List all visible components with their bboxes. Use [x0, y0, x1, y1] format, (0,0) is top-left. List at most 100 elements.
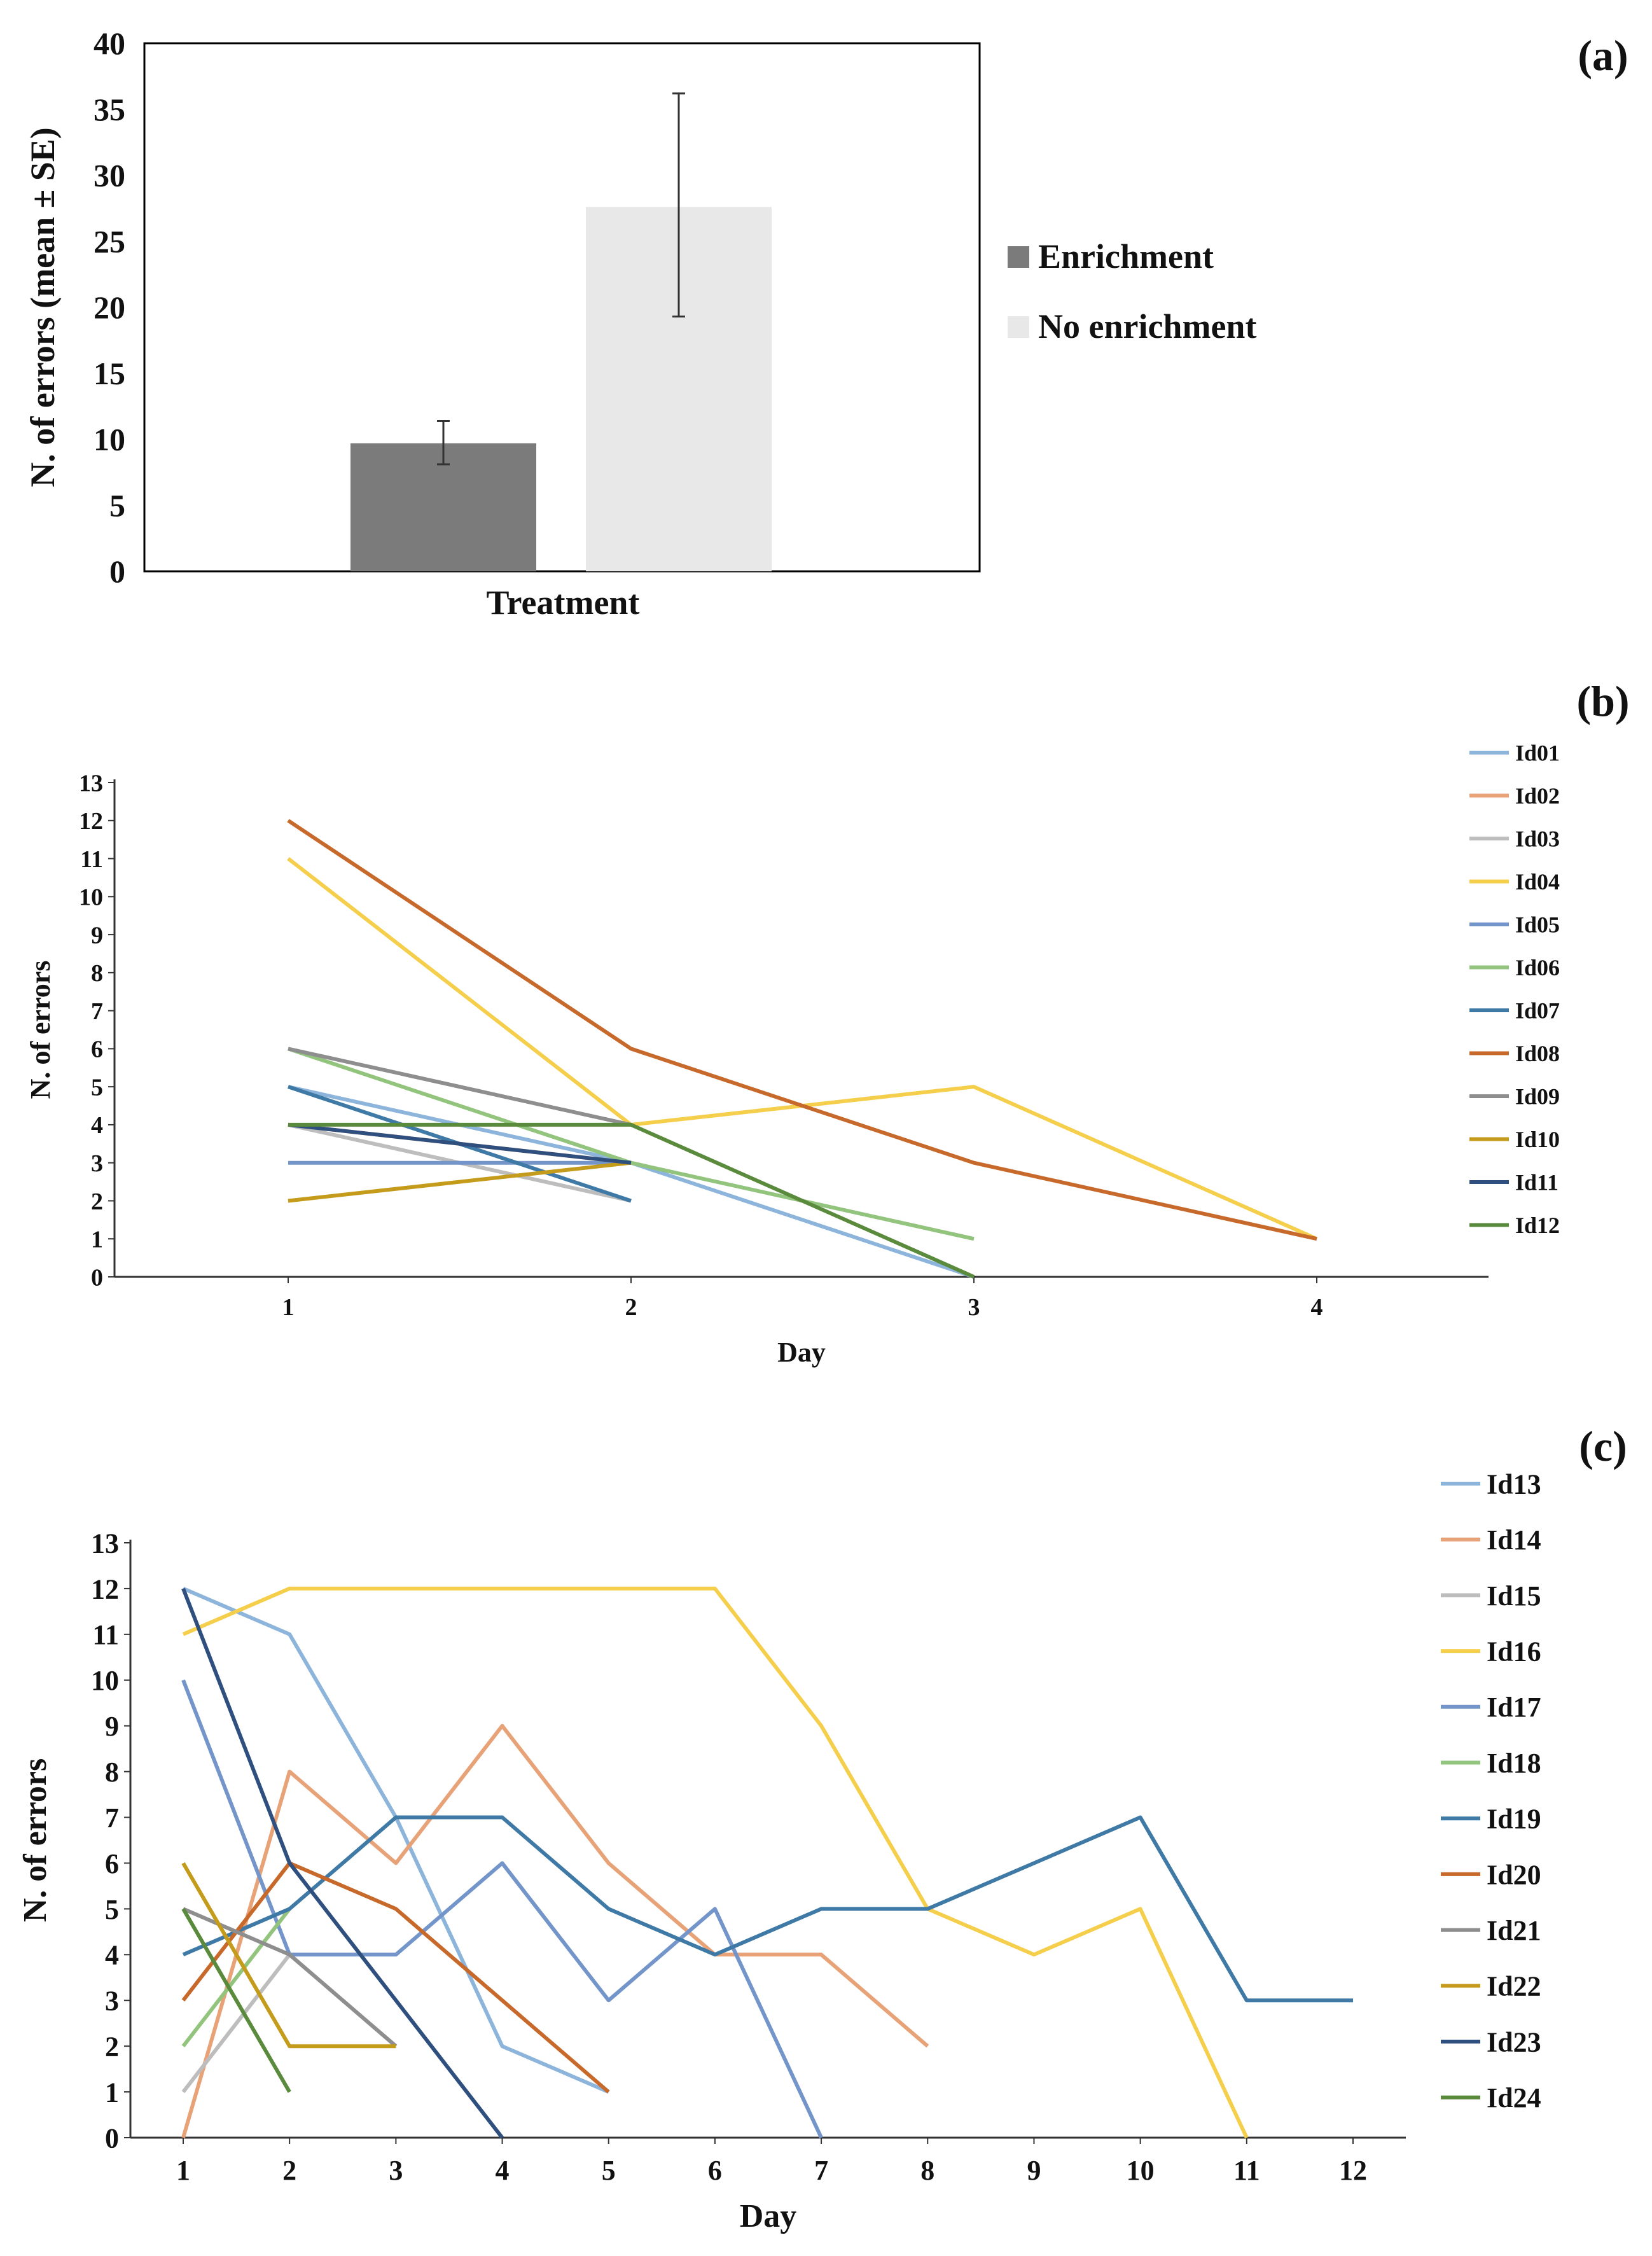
- series-line-id14: [181, 1723, 929, 2138]
- y-tick-label-c: 7: [105, 1802, 119, 1834]
- y-tick-label-c: 6: [105, 1848, 119, 1879]
- y-tick-label-c: 12: [91, 1573, 119, 1605]
- legend-label: Id15: [1487, 1580, 1541, 1612]
- series-line-id20: [181, 1861, 610, 2094]
- legend-swatch: [1008, 316, 1029, 338]
- y-tick-label-a: 30: [94, 158, 125, 193]
- y-tick-label-c: 8: [105, 1757, 119, 1788]
- series-line-id19: [182, 1815, 1353, 2003]
- y-tick-label-b: 7: [91, 998, 103, 1025]
- x-axis-title-c: Day: [740, 2198, 797, 2234]
- legend-label: Id23: [1487, 2026, 1541, 2058]
- series-line-id23: [181, 1587, 504, 2139]
- y-tick-label-c: 0: [105, 2122, 119, 2154]
- x-tick-label-c: 6: [708, 2155, 722, 2186]
- x-tick-label-c: 5: [602, 2155, 616, 2186]
- y-tick-label-b: 8: [91, 960, 103, 987]
- legend-label: Id10: [1515, 1127, 1560, 1152]
- y-tick-label-c: 1: [105, 2077, 119, 2108]
- legend-label: Id22: [1487, 1971, 1541, 2002]
- plot-frame-a: [143, 42, 981, 573]
- series-line-id12: [288, 1122, 975, 1279]
- series-line-id06: [288, 1047, 975, 1241]
- y-tick-label-b: 5: [91, 1074, 103, 1101]
- series-line-id08: [287, 819, 1317, 1241]
- legend-label: Id11: [1515, 1170, 1558, 1195]
- y-tick-label-a: 5: [109, 487, 125, 523]
- legend-label: Id19: [1487, 1804, 1541, 1835]
- x-tick-label-b: 4: [1311, 1294, 1323, 1321]
- y-tick-label-b: 11: [80, 846, 103, 873]
- series-line-id18: [181, 1907, 291, 2048]
- x-tick-label-c: 4: [496, 2155, 510, 2186]
- y-tick-label-a: 20: [94, 289, 125, 325]
- y-tick-label-b: 6: [91, 1036, 103, 1063]
- y-tick-label-c: 11: [92, 1619, 119, 1650]
- y-tick-label-a: 35: [94, 92, 125, 127]
- y-axis-title-c: N. of errors: [17, 1758, 53, 1923]
- y-tick-label-b: 3: [91, 1150, 103, 1177]
- x-tick-label-c: 1: [176, 2155, 190, 2186]
- series-line-id22: [181, 1862, 396, 2049]
- legend-label: Id13: [1487, 1468, 1541, 1500]
- y-tick-label-c: 4: [105, 1940, 119, 1971]
- y-tick-label-b: 0: [91, 1264, 103, 1291]
- legend-label: Id03: [1515, 826, 1560, 852]
- legend-label: Id06: [1515, 955, 1560, 980]
- legend-label: Id24: [1487, 2082, 1541, 2113]
- panel-label-b: (b): [1576, 677, 1629, 725]
- series-line-id09: [288, 1047, 632, 1127]
- legend-label: Id12: [1515, 1213, 1560, 1238]
- legend-label: Id02: [1515, 783, 1560, 809]
- series-line-id04: [287, 857, 1318, 1241]
- y-tick-label-b: 2: [91, 1188, 103, 1215]
- legend-label: Id04: [1515, 869, 1560, 895]
- series-line-id01: [288, 1085, 975, 1279]
- x-tick-label-b: 1: [282, 1294, 295, 1321]
- legend-label: Id09: [1515, 1084, 1560, 1110]
- x-tick-label-c: 8: [920, 2155, 934, 2186]
- x-tick-label-c: 2: [282, 2155, 296, 2186]
- legend-label: Id20: [1487, 1859, 1541, 1890]
- x-tick-label-c: 7: [814, 2155, 828, 2186]
- y-tick-label-a: 25: [94, 223, 125, 259]
- legend-label: Id01: [1515, 741, 1560, 766]
- y-tick-label-c: 2: [105, 2031, 119, 2063]
- series-line-id11: [288, 1122, 632, 1165]
- legend-label: Enrichment: [1038, 237, 1214, 275]
- y-tick-label-c: 3: [105, 1986, 119, 2017]
- legend-label: Id14: [1487, 1524, 1541, 1556]
- series-line-id17: [181, 1679, 823, 2139]
- legend-label: Id17: [1487, 1692, 1541, 1723]
- x-axis-title-b: Day: [777, 1337, 826, 1368]
- y-tick-label-c: 13: [91, 1528, 119, 1559]
- x-tick-label-c: 11: [1233, 2155, 1260, 2186]
- y-tick-label-a: 40: [94, 25, 125, 61]
- legend-label: Id18: [1487, 1748, 1541, 1779]
- series-line-id24: [181, 1907, 291, 2093]
- legend-label: Id08: [1515, 1041, 1560, 1066]
- x-tick-label-b: 2: [625, 1294, 637, 1321]
- y-tick-label-b: 12: [79, 808, 103, 835]
- y-tick-label-a: 0: [109, 554, 125, 589]
- y-axis-title-b: N. of errors: [25, 961, 56, 1099]
- x-tick-label-c: 3: [389, 2155, 403, 2186]
- y-tick-label-b: 1: [91, 1227, 103, 1253]
- panel-label-c: (c): [1579, 1422, 1627, 1470]
- panel-label-a: (a): [1578, 31, 1628, 80]
- legend-label: Id07: [1515, 998, 1560, 1024]
- x-tick-label-c: 10: [1127, 2155, 1155, 2186]
- y-tick-label-c: 10: [91, 1665, 119, 1696]
- x-tick-label-c: 12: [1339, 2155, 1367, 2186]
- legend-label: Id21: [1487, 1915, 1541, 1946]
- y-tick-label-a: 10: [94, 422, 125, 457]
- legend-swatch: [1008, 246, 1029, 268]
- y-tick-label-b: 13: [79, 770, 103, 797]
- y-tick-label-c: 5: [105, 1894, 119, 1925]
- x-tick-label-c: 9: [1027, 2155, 1041, 2186]
- legend-label: Id16: [1487, 1636, 1541, 1668]
- y-tick-label-b: 4: [91, 1112, 103, 1139]
- legend-label: Id05: [1515, 912, 1560, 938]
- series-line-id16: [182, 1586, 1249, 2139]
